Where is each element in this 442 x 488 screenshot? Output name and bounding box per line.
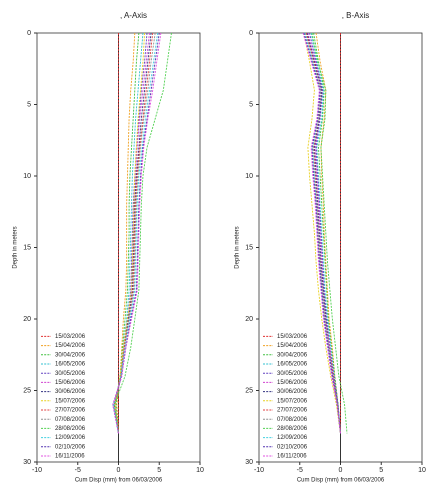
legend-label: 30/04/2006 [55, 352, 86, 358]
y-tick-label: 5 [249, 101, 253, 108]
legend-label: 15/06/2006 [55, 380, 86, 386]
y-tick-label: 25 [245, 387, 253, 394]
series-line [311, 32, 348, 434]
legend-label: 28/08/2006 [277, 426, 308, 432]
y-axis-label: Depth in meters [235, 226, 241, 268]
x-axis-label: Cum Disp (mm) from 06/03/2006 [75, 478, 163, 484]
legend-label: 12/09/2006 [277, 435, 308, 441]
legend-label: 30/06/2006 [55, 389, 86, 395]
x-tick-label: -10 [32, 467, 42, 474]
y-tick-label: 30 [23, 459, 31, 466]
legend-label: 02/10/2006 [277, 444, 308, 450]
legend-label: 15/07/2006 [277, 398, 308, 404]
legend-label: 30/05/2006 [277, 371, 308, 377]
x-axis-label: Cum Disp (mm) from 06/03/2006 [297, 478, 385, 484]
y-tick-label: 0 [249, 30, 253, 37]
y-tick-label: 5 [27, 101, 31, 108]
legend-label: 15/04/2006 [277, 343, 308, 349]
y-axis-label: Depth in meters [13, 226, 19, 268]
series-line [112, 32, 160, 434]
y-tick-label: 20 [245, 316, 253, 323]
x-tick-label: 10 [196, 467, 204, 474]
legend-label: 15/07/2006 [55, 398, 86, 404]
legend-label: 30/04/2006 [277, 352, 308, 358]
series-line [309, 32, 341, 434]
series-line [114, 32, 144, 434]
legend-label: 07/08/2006 [277, 417, 308, 423]
series-line [113, 32, 150, 434]
y-tick-label: 0 [27, 30, 31, 37]
y-tick-label: 15 [245, 244, 253, 251]
x-tick-label: 5 [379, 467, 383, 474]
x-tick-label: 0 [339, 467, 343, 474]
legend-label: 27/07/2006 [277, 408, 308, 414]
x-tick-label: 5 [157, 467, 161, 474]
legend-label: 12/09/2006 [55, 435, 86, 441]
y-tick-label: 30 [245, 459, 253, 466]
series-line [313, 32, 341, 434]
series-line [113, 32, 159, 434]
series-line [113, 32, 172, 434]
legend-label: 15/03/2006 [55, 334, 86, 340]
y-tick-label: 15 [23, 244, 31, 251]
legend-label: 16/05/2006 [277, 362, 308, 368]
series-line [303, 32, 341, 434]
legend-label: 15/04/2006 [55, 343, 86, 349]
series-line [114, 32, 146, 434]
x-tick-label: 10 [418, 467, 426, 474]
y-tick-label: 20 [23, 316, 31, 323]
legend-label: 30/05/2006 [55, 371, 86, 377]
legend-label: 07/08/2006 [55, 417, 86, 423]
series-line [113, 32, 156, 434]
chart-title: , B-Axis [342, 11, 370, 20]
legend-label: 15/06/2006 [277, 380, 308, 386]
x-tick-label: -5 [297, 467, 303, 474]
legend-label: 16/11/2006 [277, 454, 307, 460]
legend-label: 16/11/2006 [55, 454, 85, 460]
chart-title: , A-Axis [120, 11, 147, 20]
legend-label: 15/03/2006 [277, 334, 308, 340]
series-line [115, 32, 140, 434]
x-tick-label: 0 [117, 467, 121, 474]
x-tick-label: -10 [254, 467, 264, 474]
series-line [303, 32, 341, 434]
y-tick-label: 10 [23, 173, 31, 180]
series-line [112, 32, 162, 434]
y-tick-label: 10 [245, 173, 253, 180]
y-tick-label: 25 [23, 387, 31, 394]
legend-label: 30/06/2006 [277, 389, 308, 395]
legend-label: 28/08/2006 [55, 426, 86, 432]
legend-label: 27/07/2006 [55, 408, 86, 414]
x-tick-label: -5 [75, 467, 81, 474]
legend-label: 16/05/2006 [55, 362, 86, 368]
series-line [116, 32, 136, 434]
series-line [302, 32, 341, 434]
legend-label: 02/10/2006 [55, 444, 86, 450]
